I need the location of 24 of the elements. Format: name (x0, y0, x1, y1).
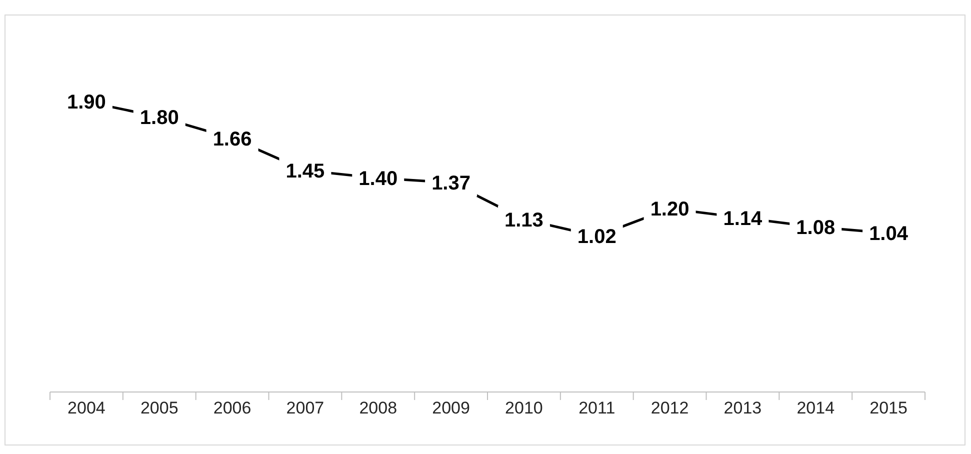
x-tick-label: 2006 (213, 398, 252, 418)
x-tick-label: 2012 (650, 398, 689, 418)
data-label: 1.90 (66, 92, 106, 114)
x-tick-label: 2005 (140, 398, 178, 418)
x-tick-label: 2009 (432, 398, 470, 418)
data-label: 1.14 (723, 208, 764, 230)
data-label: 1.40 (358, 168, 398, 190)
x-tick-label: 2013 (724, 398, 762, 418)
x-tick-label: 2007 (286, 398, 324, 418)
x-tick-label: 2015 (870, 398, 908, 418)
data-label: 1.20 (650, 198, 690, 221)
x-tick-label: 2014 (796, 398, 835, 418)
x-tick-label: 2010 (505, 398, 543, 418)
data-label: 1.08 (796, 216, 836, 239)
data-label: 1.66 (212, 128, 252, 150)
data-label: 1.13 (504, 209, 544, 232)
data-label: 1.45 (286, 160, 325, 182)
data-label: 1.80 (140, 106, 179, 129)
x-tick-label: 2011 (578, 398, 616, 418)
data-label: 1.04 (869, 223, 909, 246)
x-tick-label: 2004 (68, 398, 106, 418)
data-label: 1.02 (577, 226, 616, 248)
x-tick-label: 2008 (359, 398, 398, 418)
data-label: 1.37 (432, 172, 471, 195)
